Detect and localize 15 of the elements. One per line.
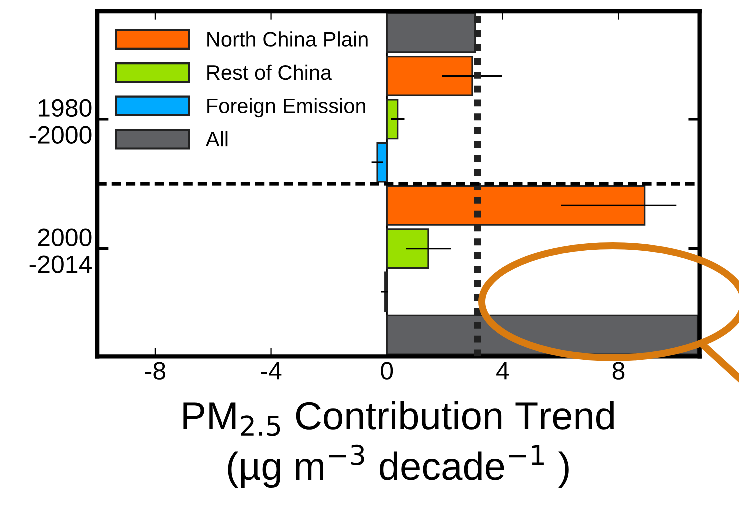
x-tick-label: 4 xyxy=(496,362,510,380)
bar xyxy=(376,142,388,183)
y-tick-label: 2000 -2014 xyxy=(30,228,92,274)
bar xyxy=(386,228,430,270)
x-tick-label: 0 xyxy=(381,362,394,380)
x-axis-title: PM$_{2.5}$ Contribution Trend (µg m$^{−3}$ decade$^{−1}$ ) xyxy=(184,401,614,488)
legend-label: North China Plain xyxy=(208,32,368,47)
y-tick-label: 1980 -2000 xyxy=(30,99,92,144)
x-tick-label: -4 xyxy=(261,362,282,380)
legend-label: Foreign Emission xyxy=(208,98,366,118)
x-tick-label: 8 xyxy=(612,362,625,380)
bar xyxy=(386,99,399,140)
x-tick-label: -8 xyxy=(145,362,166,380)
legend-label: Rest of China xyxy=(208,64,332,80)
legend-label: All xyxy=(206,131,228,147)
